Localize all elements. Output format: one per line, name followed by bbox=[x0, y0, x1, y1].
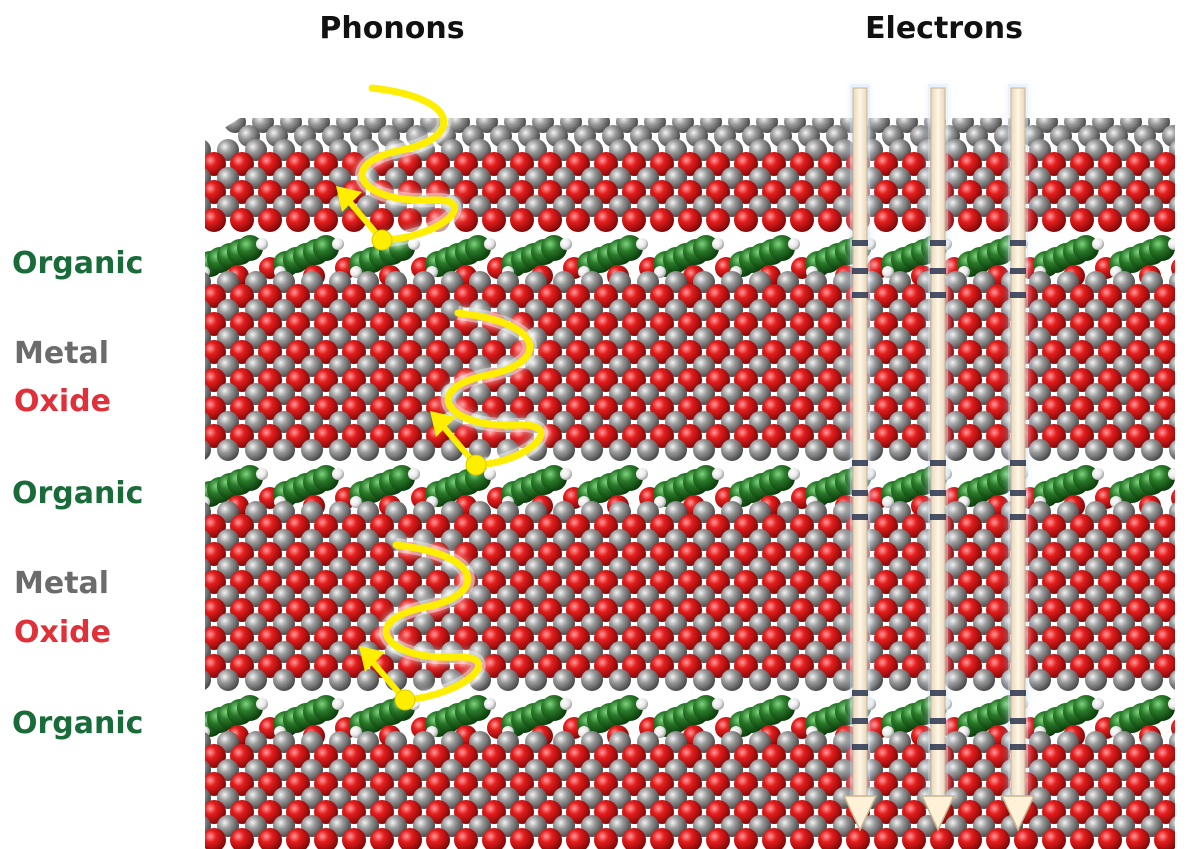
phonon-wave-2 bbox=[430, 306, 548, 476]
electron-arrow-2 bbox=[920, 84, 956, 832]
label-metal-2: Metal bbox=[14, 566, 109, 601]
phonon-waves bbox=[336, 81, 548, 711]
label-oxide-1: Oxide bbox=[14, 384, 111, 419]
label-metal-1: Metal bbox=[14, 336, 109, 371]
electron-arrow-1 bbox=[842, 84, 878, 832]
electron-arrows bbox=[842, 84, 1036, 832]
phonon-wave-3 bbox=[359, 538, 486, 711]
label-oxide-2: Oxide bbox=[14, 615, 111, 650]
atomic-slab bbox=[205, 118, 1175, 849]
electrons-title: Electrons bbox=[865, 11, 1023, 46]
label-organic-2: Organic bbox=[12, 476, 143, 511]
label-organic-1: Organic bbox=[12, 246, 143, 281]
phonons-title: Phonons bbox=[319, 11, 464, 46]
label-organic-3: Organic bbox=[12, 706, 143, 741]
electron-arrow-3 bbox=[1000, 84, 1036, 832]
phonon-wave-1 bbox=[336, 81, 462, 251]
